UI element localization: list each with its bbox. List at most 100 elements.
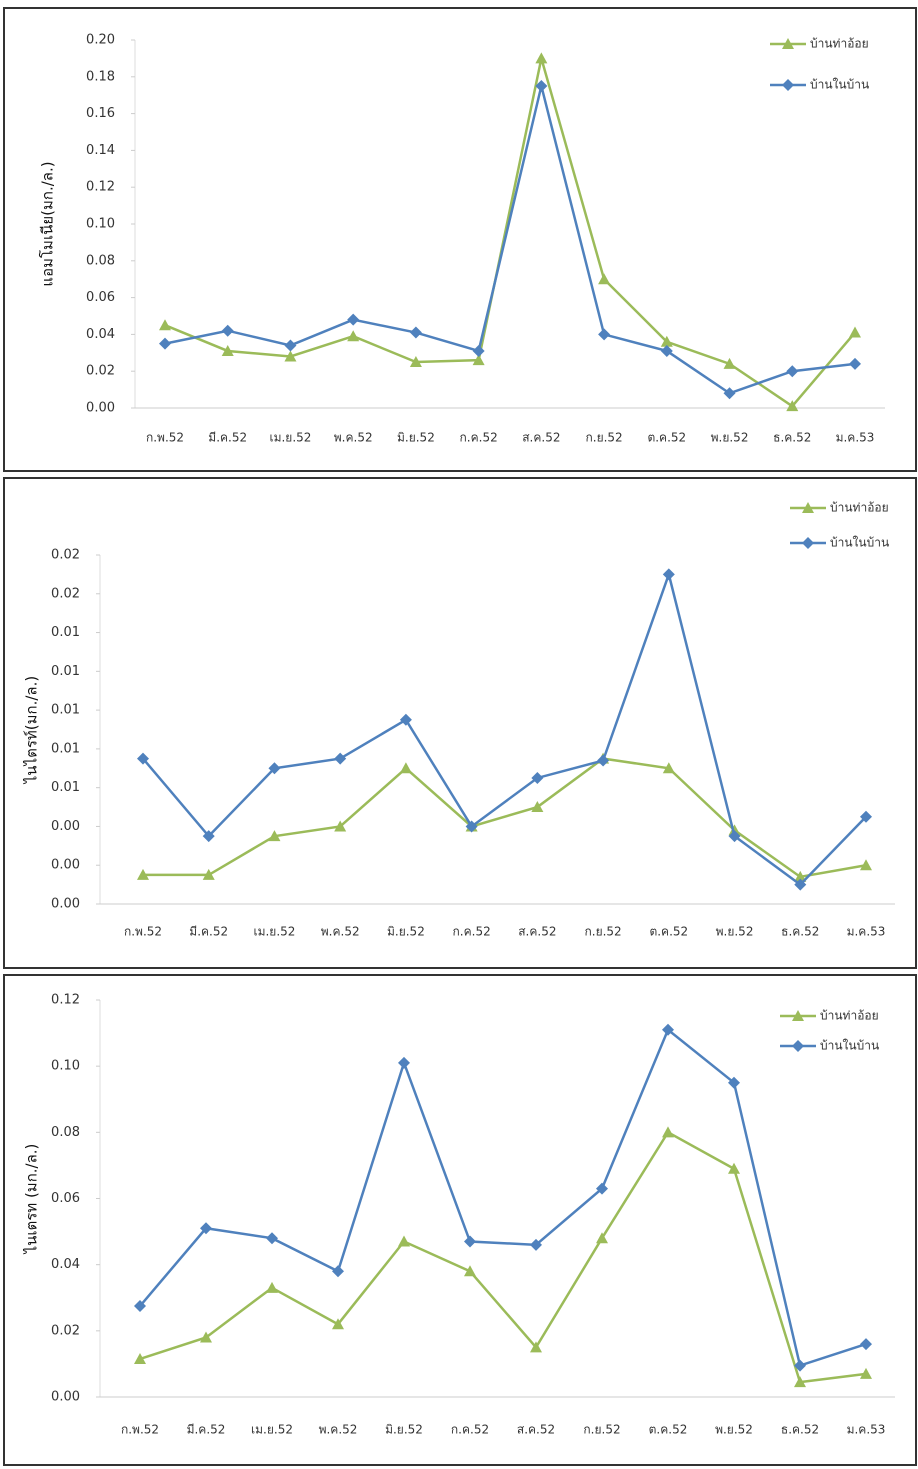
triangle-marker — [409, 356, 422, 367]
diamond-marker — [200, 1222, 212, 1235]
x-tick-label: ธ.ค.52 — [781, 1423, 819, 1437]
x-tick-label: ก.ย.52 — [583, 1423, 620, 1437]
y-tick-label: 0.01 — [51, 625, 80, 640]
diamond-marker — [137, 752, 149, 765]
triangle-marker — [728, 1162, 740, 1174]
x-tick-label: พ.ย.52 — [711, 431, 749, 445]
x-tick-label: ธ.ค.52 — [781, 925, 819, 939]
y-tick-label: 0.14 — [86, 143, 115, 158]
x-tick-label: ม.ค.53 — [847, 1423, 886, 1437]
diamond-marker — [202, 830, 215, 843]
y-tick-label: 0.06 — [86, 290, 115, 305]
diamond-marker — [472, 344, 485, 357]
triangle-marker — [596, 1232, 608, 1244]
x-tick-label: พ.ย.52 — [715, 1423, 753, 1437]
triangle-marker — [202, 868, 215, 880]
series-line — [143, 757, 867, 879]
series-line — [164, 85, 856, 395]
x-tick-label: ต.ค.52 — [647, 431, 686, 445]
legend-marker — [782, 79, 794, 91]
diamond-marker — [464, 1235, 476, 1248]
triangle-marker — [860, 859, 872, 871]
triangle-marker — [662, 1126, 674, 1138]
triangle-marker — [723, 357, 736, 369]
legend-marker — [792, 1040, 804, 1052]
x-tick-label: ก.ย.52 — [585, 431, 622, 445]
y-axis-label: แอมโมเนีย(มก./ล.) — [39, 161, 57, 286]
y-tick-label: 0.04 — [51, 1257, 80, 1272]
diamond-marker — [268, 762, 281, 775]
diamond-marker — [530, 1238, 542, 1251]
diamond-marker — [728, 830, 741, 843]
x-tick-label: ก.ค.52 — [460, 431, 498, 445]
triangle-marker — [849, 326, 861, 338]
panel-border — [3, 7, 917, 472]
x-tick-label: มิ.ย.52 — [387, 925, 425, 939]
legend-label: บ้านในบ้าน — [820, 1039, 879, 1053]
y-tick-label: 0.02 — [86, 364, 115, 379]
triangle-marker — [794, 1376, 806, 1388]
triangle-marker — [200, 1331, 212, 1343]
triangle-marker — [221, 344, 234, 356]
triangle-marker — [860, 1367, 872, 1379]
x-tick-label: ม.ค.53 — [847, 925, 886, 939]
series-line — [139, 1027, 867, 1368]
legend-label: บ้านในบ้าน — [810, 78, 869, 92]
x-tick-label: ก.ย.52 — [584, 925, 621, 939]
y-tick-label: 0.00 — [51, 858, 80, 873]
diamond-marker — [794, 1359, 806, 1372]
legend-marker — [802, 502, 814, 513]
triangle-marker — [530, 1341, 542, 1353]
panel-border — [3, 477, 917, 969]
y-tick-label: 0.00 — [51, 819, 80, 834]
y-tick-label: 0.06 — [51, 1191, 80, 1206]
y-tick-label: 0.04 — [86, 327, 115, 342]
triangle-marker — [598, 273, 611, 285]
diamond-marker — [849, 357, 861, 370]
y-axis-label: ไนไตรท์(มก./ล.) — [23, 676, 41, 784]
x-tick-label: พ.ค.52 — [319, 1423, 358, 1437]
diamond-marker — [662, 1023, 674, 1036]
y-tick-label: 0.08 — [86, 253, 115, 268]
triangle-marker — [786, 400, 799, 412]
legend-marker — [782, 38, 794, 49]
diamond-marker — [159, 337, 171, 350]
x-tick-label: ส.ค.52 — [517, 1423, 555, 1437]
y-tick-label: 0.12 — [51, 993, 80, 1008]
diamond-marker — [409, 326, 422, 339]
x-tick-label: ก.พ.52 — [121, 1423, 159, 1437]
diamond-marker — [221, 324, 234, 337]
y-tick-label: 0.01 — [51, 664, 80, 679]
diamond-marker — [596, 1182, 608, 1195]
diamond-marker — [347, 313, 360, 326]
triangle-marker — [266, 1281, 278, 1293]
x-tick-label: พ.ค.52 — [321, 925, 360, 939]
legend-label: บ้านในบ้าน — [830, 536, 889, 550]
triangle-marker — [332, 1318, 344, 1330]
x-tick-label: มี.ค.52 — [208, 431, 247, 445]
x-tick-label: ต.ค.52 — [649, 925, 688, 939]
y-tick-label: 0.10 — [86, 217, 115, 232]
y-tick-label: 0.01 — [51, 703, 80, 718]
diamond-marker — [728, 1076, 740, 1089]
x-tick-label: ต.ค.52 — [649, 1423, 688, 1437]
x-tick-label: มิ.ย.52 — [397, 431, 435, 445]
y-tick-label: 0.00 — [86, 401, 115, 416]
triangle-marker — [728, 824, 741, 836]
x-tick-label: ส.ค.52 — [518, 925, 556, 939]
x-tick-label: ส.ค.52 — [522, 431, 560, 445]
triangle-marker — [794, 870, 807, 882]
triangle-marker — [398, 1235, 410, 1247]
legend-label: บ้านท่าอ้อย — [830, 501, 889, 515]
diamond-marker — [334, 752, 347, 765]
y-tick-label: 0.01 — [51, 780, 80, 795]
triangle-marker — [268, 830, 281, 842]
series-line — [142, 570, 867, 887]
y-tick-label: 0.00 — [51, 897, 80, 912]
triangle-marker — [134, 1352, 146, 1364]
legend-label: บ้านท่าอ้อย — [810, 37, 869, 51]
triangle-marker — [334, 820, 347, 832]
diamond-marker — [597, 754, 610, 767]
